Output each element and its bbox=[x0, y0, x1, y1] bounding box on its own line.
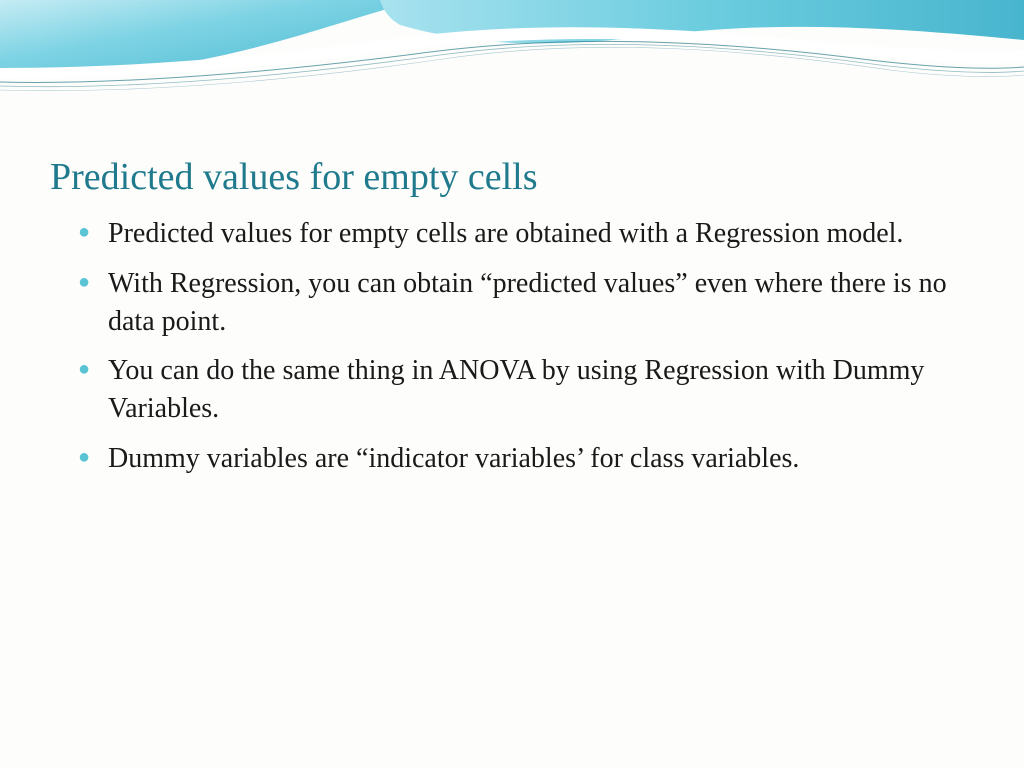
bullet-item: Dummy variables are “indicator variables… bbox=[70, 440, 964, 478]
bullet-item: With Regression, you can obtain “predict… bbox=[70, 265, 964, 341]
bullet-item: Predicted values for empty cells are obt… bbox=[70, 215, 964, 253]
decorative-wave-header bbox=[0, 0, 1024, 140]
wave-svg bbox=[0, 0, 1024, 160]
slide-title: Predicted values for empty cells bbox=[50, 155, 538, 199]
bullet-item: You can do the same thing in ANOVA by us… bbox=[70, 352, 964, 428]
bullet-list: Predicted values for empty cells are obt… bbox=[70, 215, 964, 490]
